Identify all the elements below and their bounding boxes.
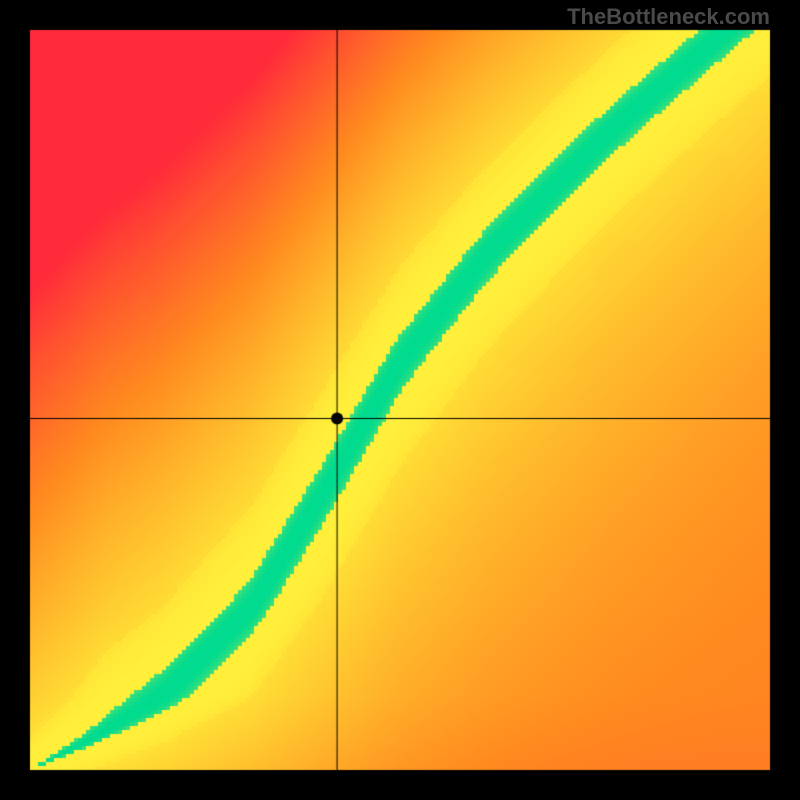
bottleneck-heatmap [0, 0, 800, 800]
watermark-text: TheBottleneck.com [567, 4, 770, 30]
